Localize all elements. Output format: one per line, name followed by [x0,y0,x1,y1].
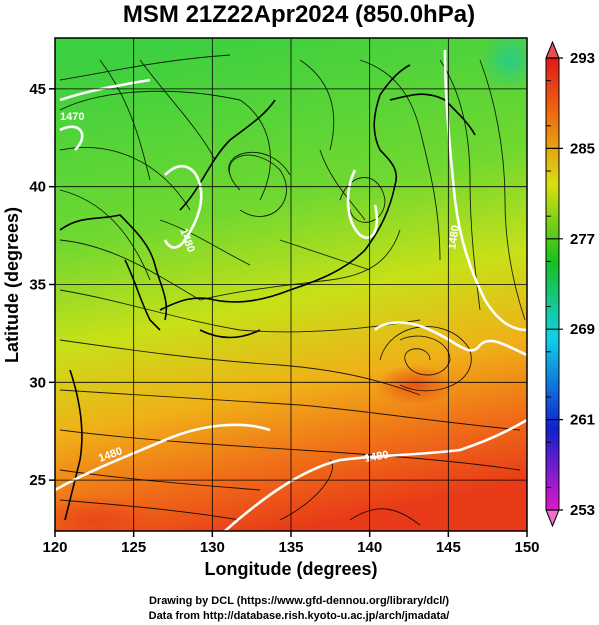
y-tick-label: 30 [29,374,46,391]
colorbar-tick-label: 261 [570,412,595,429]
colorbar-max-triangle [545,40,560,59]
plot-area: 1480 1480 1480 1480 1470 [55,38,527,531]
colorbar-tick-label: 285 [570,140,595,157]
colorbar-tick-label: 269 [570,321,595,338]
colorbar-tick-label: 277 [570,231,595,248]
y-tick-label: 45 [29,81,46,98]
x-tick-label: 150 [514,539,539,556]
x-tick-label: 130 [200,539,225,556]
x-tick-label: 120 [42,539,67,556]
x-tick-label: 125 [121,539,146,556]
y-axis-label: Latitude (degrees) [2,207,22,363]
x-tick-label: 135 [278,539,303,556]
streamlines [59,54,526,526]
y-axis: 25 30 35 40 45 [29,81,55,489]
colorbar-min-triangle [545,509,560,528]
x-axis-label: Longitude (degrees) [204,559,377,579]
contours [55,49,527,531]
credit-line-1: Drawing by DCL (https://www.gfd-dennou.o… [149,595,449,607]
x-axis: 120 125 130 135 140 145 150 [42,531,540,556]
x-tick-label: 140 [357,539,382,556]
warm-anomaly [55,495,155,531]
cool-anomaly [480,38,527,90]
gridlines [55,38,527,531]
y-tick-label: 35 [29,277,46,294]
coastlines [59,64,476,521]
contour-label: 1480 [446,224,462,250]
colorbar: 253 261 269 277 285 293 [545,40,595,528]
x-tick-label: 145 [436,539,461,556]
y-tick-label: 40 [29,179,46,196]
y-tick-label: 25 [29,472,46,489]
chart-title: MSM 21Z22Apr2024 (850.0hPa) [123,1,475,28]
credit-line-2: Data from http://database.rish.kyoto-u.a… [149,610,450,622]
colorbar-ticks: 253 261 269 277 285 293 [546,50,595,519]
colorbar-tick-label: 253 [570,502,595,519]
warm-anomaly [375,365,455,405]
contour-label: 1470 [60,111,84,123]
colorbar-tick-label: 293 [570,50,595,67]
